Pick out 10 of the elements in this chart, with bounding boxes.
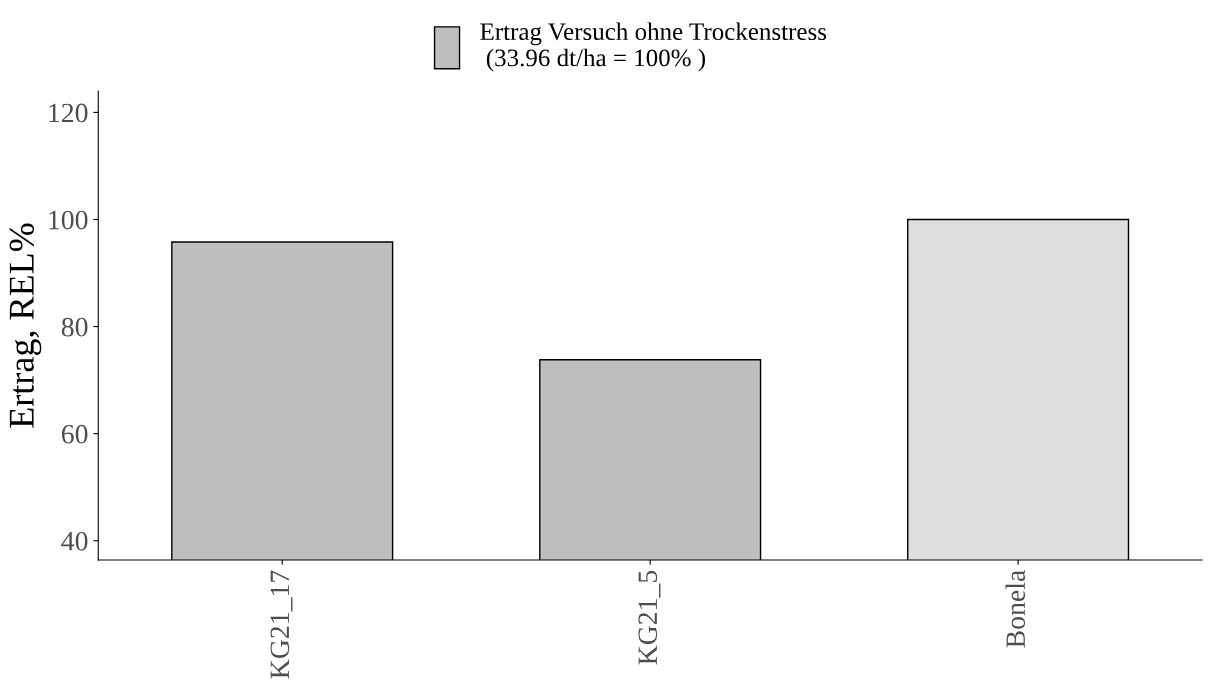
y-tick-label: 40 (61, 531, 88, 551)
x-tick-label: KG21_5 (638, 570, 661, 665)
x-tick-label: Bonela (1005, 570, 1026, 648)
y-tick-label: 60 (61, 424, 88, 444)
y-tick-label: 120 (49, 103, 88, 123)
y-tick-label: 80 (61, 317, 88, 337)
x-tick-label: KG21_17 (270, 570, 293, 679)
y-axis-title: Ertrag, REL% (9, 223, 42, 428)
y-tick-label: 100 (49, 210, 88, 230)
legend-label: Ertrag Versuch ohne Trockenstress (33.96 dt/ha = 100% ) (480, 22, 827, 72)
